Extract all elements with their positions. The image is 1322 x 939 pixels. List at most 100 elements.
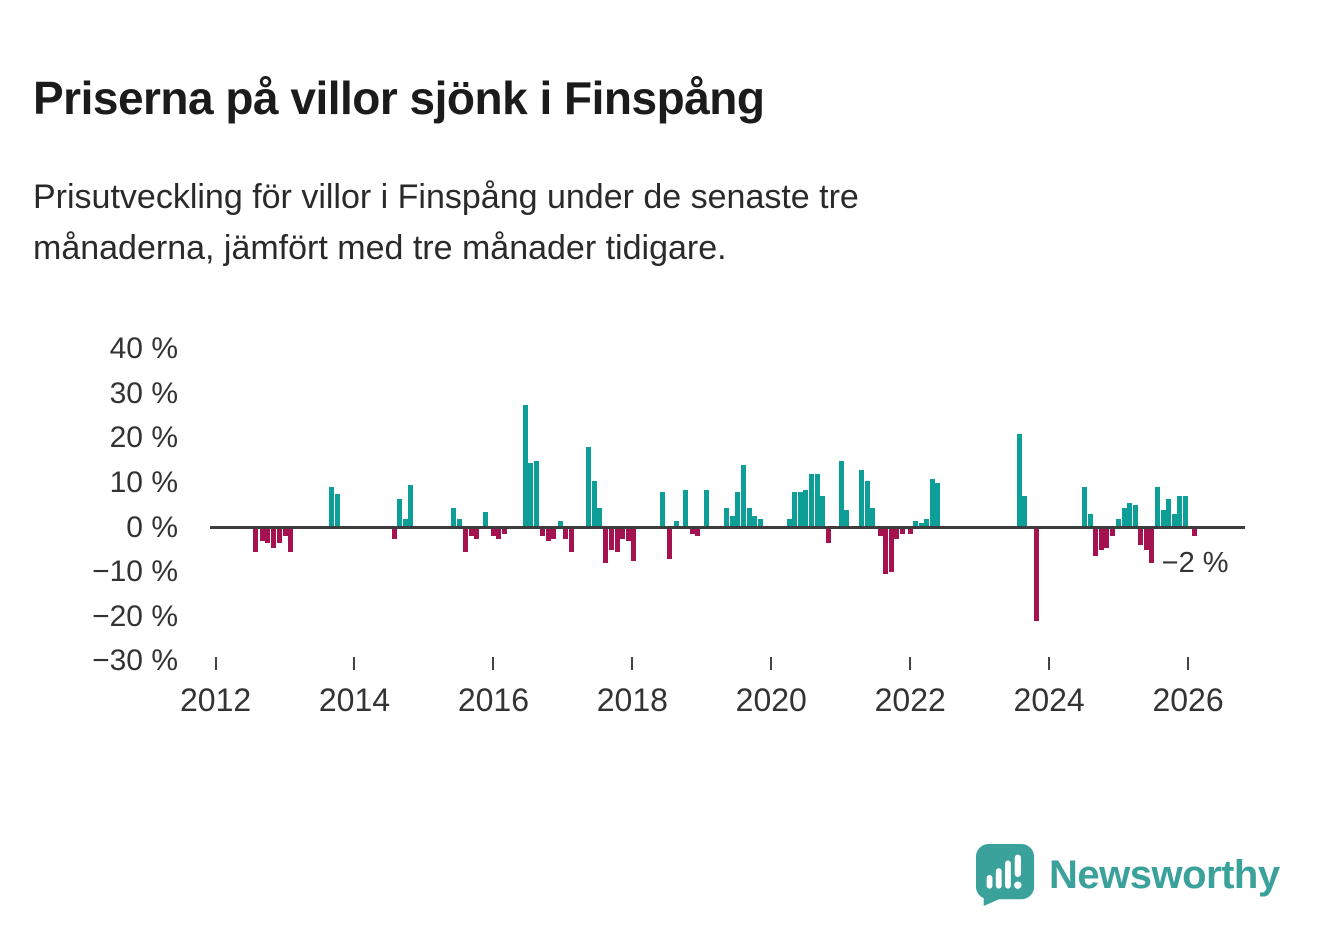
bar bbox=[265, 527, 271, 544]
bar bbox=[859, 469, 865, 528]
bar bbox=[877, 527, 883, 537]
bar bbox=[402, 518, 408, 528]
bar bbox=[746, 507, 752, 528]
bar bbox=[870, 507, 876, 528]
newsworthy-logo: Newsworthy bbox=[975, 843, 1280, 907]
x-axis-tickmark bbox=[909, 657, 912, 670]
bar bbox=[456, 518, 462, 528]
bar bbox=[729, 516, 735, 528]
bar bbox=[820, 496, 826, 528]
bar bbox=[1109, 527, 1115, 537]
newsworthy-logo-icon bbox=[975, 844, 1035, 906]
bar bbox=[838, 460, 844, 528]
bar bbox=[704, 489, 710, 528]
bar-annotation: −2 % bbox=[1161, 546, 1229, 579]
bar bbox=[568, 527, 574, 553]
x-axis-tickmark bbox=[631, 657, 634, 670]
x-axis-tick-label: 2022 bbox=[874, 682, 946, 718]
bar bbox=[689, 527, 695, 535]
x-axis-tick-label: 2026 bbox=[1152, 682, 1224, 718]
bar bbox=[603, 527, 609, 564]
y-axis-tick-label: −20 % bbox=[92, 599, 178, 633]
bar bbox=[614, 527, 620, 553]
bar bbox=[625, 527, 631, 541]
y-axis-tick-label: 20 % bbox=[109, 421, 178, 455]
bar bbox=[864, 480, 870, 528]
bar bbox=[1149, 527, 1155, 564]
bar bbox=[1182, 496, 1188, 528]
y-axis-tick-label: −30 % bbox=[92, 644, 178, 678]
bar bbox=[1034, 527, 1040, 622]
x-axis-tick-label: 2016 bbox=[457, 682, 529, 718]
y-axis-tick-label: 40 % bbox=[109, 332, 178, 366]
bar bbox=[826, 527, 832, 544]
x-axis-tickmark bbox=[492, 657, 495, 670]
bar bbox=[1087, 514, 1093, 528]
bar bbox=[809, 474, 815, 528]
bar bbox=[259, 527, 265, 541]
bar bbox=[1104, 527, 1110, 548]
y-axis-tick-label: 10 % bbox=[109, 466, 178, 499]
bar bbox=[483, 511, 489, 528]
bar bbox=[883, 527, 889, 575]
bar bbox=[1160, 509, 1166, 528]
x-axis-tick-label: 2012 bbox=[179, 682, 252, 718]
x-axis-tick-label: 2018 bbox=[596, 682, 668, 718]
bar bbox=[1116, 518, 1122, 528]
bar bbox=[1177, 496, 1183, 528]
bar bbox=[929, 478, 935, 528]
bar bbox=[533, 460, 539, 528]
plot-area: −2 % bbox=[210, 345, 1245, 670]
bar bbox=[659, 491, 665, 528]
bar bbox=[468, 527, 474, 537]
bar bbox=[924, 518, 930, 528]
bar bbox=[1138, 527, 1144, 546]
bar bbox=[591, 480, 597, 528]
bar bbox=[551, 527, 557, 539]
bar bbox=[907, 527, 913, 535]
bar bbox=[586, 447, 592, 528]
bar bbox=[282, 527, 288, 537]
page-subtitle: Prisutveckling för villor i Finspång und… bbox=[33, 172, 1293, 274]
x-axis-tickmark bbox=[770, 657, 773, 670]
bar bbox=[451, 507, 457, 528]
bar bbox=[1098, 527, 1104, 550]
bar bbox=[463, 527, 469, 553]
bar bbox=[814, 474, 820, 528]
bar bbox=[900, 527, 906, 535]
bar bbox=[397, 498, 403, 528]
bar bbox=[1121, 507, 1127, 528]
bar bbox=[545, 527, 551, 541]
bar bbox=[792, 491, 798, 528]
bar bbox=[1166, 498, 1172, 528]
bar bbox=[1127, 503, 1133, 528]
bar bbox=[1016, 434, 1022, 528]
bar bbox=[276, 527, 282, 544]
bar bbox=[757, 518, 763, 528]
bar bbox=[803, 489, 809, 528]
newsworthy-logo-text: Newsworthy bbox=[1049, 852, 1280, 897]
y-axis-tick-label: 0 % bbox=[126, 510, 178, 544]
bar bbox=[735, 491, 741, 528]
bar bbox=[597, 507, 603, 528]
bar bbox=[557, 520, 563, 528]
bar bbox=[631, 527, 637, 561]
zero-axis-line bbox=[210, 526, 1245, 530]
bar bbox=[522, 405, 528, 528]
bar bbox=[528, 462, 534, 528]
bar bbox=[496, 527, 502, 539]
bar-chart: 40 % 30 % 20 % 10 % 0 % −10 % −20 % −30 % −2 % … bbox=[0, 330, 1322, 750]
bar bbox=[288, 527, 294, 553]
bar bbox=[797, 491, 803, 528]
y-axis: 40 % 30 % 20 % 10 % 0 % −10 % −20 % −30 % bbox=[0, 333, 180, 677]
x-axis-tickmark bbox=[214, 657, 217, 670]
bar bbox=[1192, 527, 1198, 537]
bar bbox=[935, 483, 941, 528]
bar bbox=[502, 527, 508, 535]
bar bbox=[666, 527, 672, 559]
bar bbox=[334, 494, 340, 528]
bar bbox=[888, 527, 894, 573]
bar bbox=[253, 527, 259, 553]
y-axis-tick-label: −10 % bbox=[92, 555, 178, 589]
bar bbox=[608, 527, 614, 550]
